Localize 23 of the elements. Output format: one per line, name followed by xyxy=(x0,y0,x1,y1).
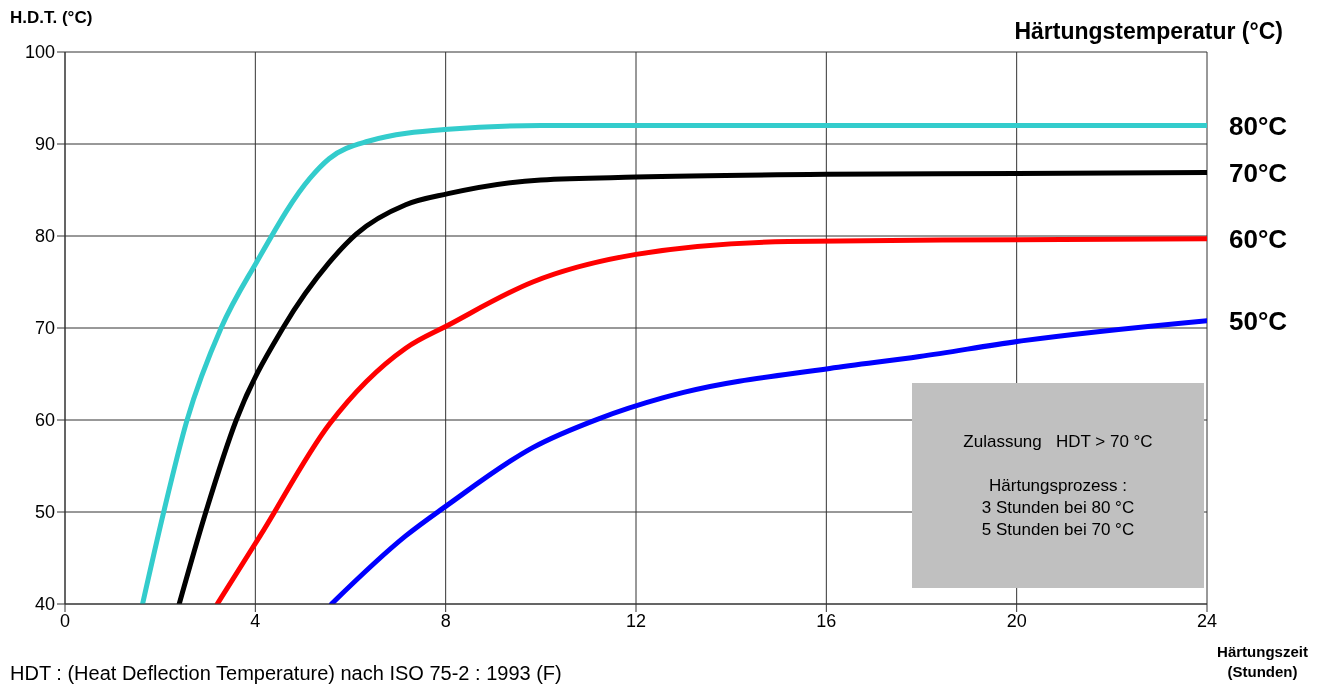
y-tick-label: 90 xyxy=(34,134,55,155)
y-tick-label: 60 xyxy=(34,410,55,431)
x-tick-label: 12 xyxy=(625,610,647,631)
text: HDT : (Heat Deflection Temperature) nach ISO 75-2 : 1993 (F) xyxy=(10,662,562,685)
x-tick-label: 20 xyxy=(1006,610,1027,631)
y-tick-label: 40 xyxy=(34,594,55,615)
series-label: 80°C xyxy=(1229,110,1288,141)
y-axis-title: H.D.T. (°C) xyxy=(10,8,93,28)
x-tick-label: 24 xyxy=(1196,610,1218,631)
x-tick-label: 8 xyxy=(440,610,451,631)
series-label: 60°C xyxy=(1229,223,1288,254)
x-tick-label: 4 xyxy=(250,610,261,631)
x-tick-label: 16 xyxy=(816,610,837,631)
y-tick-label: 70 xyxy=(34,318,55,339)
x-tick-label: 0 xyxy=(59,610,71,631)
y-tick-label: 100 xyxy=(24,42,55,63)
series-label: 70°C xyxy=(1229,157,1288,188)
note-box: Zulassung HDT > 70 °C Härtungsprozess : 3 Stunden bei 80 °C 5 Stunden bei 70 °C xyxy=(912,383,1204,588)
legend-title: Härtungstemperatur (°C) xyxy=(1014,18,1283,45)
series-label: 50°C xyxy=(1229,305,1288,336)
x-axis-title: Härtungszeit (Stunden) xyxy=(1216,642,1309,682)
y-tick-label: 50 xyxy=(34,502,55,523)
y-tick-label: 80 xyxy=(34,226,55,247)
